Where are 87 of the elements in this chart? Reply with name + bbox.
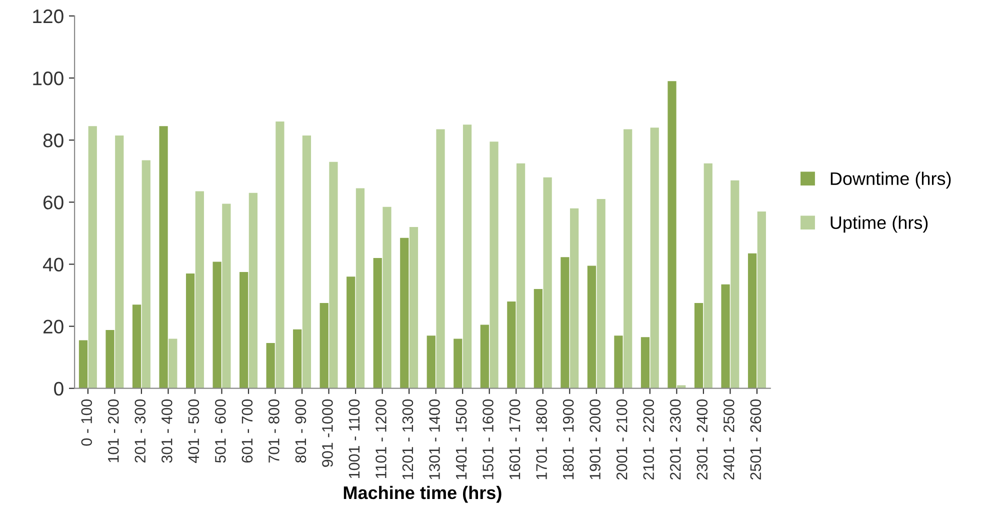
x-axis-title: Machine time (hrs) [344,486,502,503]
bar [560,257,570,388]
bar [106,330,114,388]
y-tick-label: 0 [54,382,64,396]
y-tick-label: 60 [43,196,64,210]
x-tick-label: 901 -1000 [322,399,333,467]
x-tick-label: 601 - 700 [242,399,253,463]
bar [462,124,472,388]
x-tick-label: 1401 - 1500 [456,399,467,480]
bar [587,266,596,388]
bar [409,226,418,388]
bar [570,208,579,388]
bar [640,337,650,388]
bar [426,336,436,388]
x-tick-label: 2101 - 2200 [643,399,654,480]
bar [320,303,328,388]
x-tick-label: 301 - 400 [162,399,172,463]
bar [302,135,312,388]
bar [596,199,606,388]
bar [668,81,676,388]
x-tick-label: 2001 - 2100 [616,399,628,480]
x-tick-label: 1101 - 1200 [376,399,386,478]
bar [142,160,150,388]
bar [222,204,231,388]
x-tick-label: 1201 - 1300 [402,399,414,480]
bar [721,284,730,388]
y-tick-label: 20 [43,320,64,334]
bar [694,303,704,388]
bar [614,336,623,388]
bar [373,258,382,388]
bar [490,142,498,388]
bar [480,324,489,388]
bar [78,340,88,388]
bar [436,129,445,388]
bar [240,272,248,388]
x-tick-label: 0 - 100 [81,399,92,446]
bar [356,188,365,388]
x-tick-label: 1601 - 1700 [509,399,520,480]
x-tick-label: 1801 - 1900 [562,399,574,480]
x-tick-label: 2301 - 2400 [696,399,708,480]
x-tick-label: 401 - 500 [188,399,200,463]
legend-label: Uptime (hrs) [830,216,928,233]
bar [248,192,258,388]
x-tick-label: 801 - 900 [295,399,306,463]
x-tick-label: 2201 - 2300 [670,399,681,480]
bar [88,126,97,388]
bar [212,262,222,388]
bar [346,276,356,388]
bar [516,163,526,388]
x-tick-label: 1001 - 1100 [348,399,360,478]
bar [132,304,142,388]
x-tick-label: 501 - 600 [215,399,226,463]
bar [168,338,178,388]
x-tick-label: 701 - 800 [268,399,280,463]
x-tick-label: 1501 - 1600 [482,399,494,480]
x-tick-label: 1701 - 1800 [536,399,547,480]
bar [266,343,275,388]
x-tick-label: 201 - 300 [134,399,146,463]
bar [293,329,302,388]
bar [624,129,632,388]
y-tick-label: 100 [33,71,64,86]
bar [543,177,552,388]
bar [507,301,516,388]
y-tick-label: 40 [42,258,64,272]
bar [650,128,659,388]
x-tick-label: 2401 - 2500 [723,399,734,480]
legend-label: Downtime (hrs) [830,172,951,189]
bar [704,163,712,388]
y-tick-label: 80 [43,134,64,148]
bar [276,121,284,388]
bar [382,206,392,388]
bar [454,338,462,388]
x-tick-label: 1301 - 1400 [429,399,440,480]
bar [757,211,766,388]
x-tick-label: 1901 - 2000 [590,399,600,480]
bar [534,289,542,388]
bar [186,274,195,388]
y-tick-label: 120 [33,9,64,24]
bar [730,180,740,388]
bar [400,238,409,388]
bar [115,135,124,388]
x-tick-label: 101 - 200 [108,399,119,462]
bar [195,191,204,388]
bar [329,162,338,388]
bar [748,253,757,388]
bar [159,126,168,388]
x-tick-label: 2501 - 2600 [750,399,762,480]
